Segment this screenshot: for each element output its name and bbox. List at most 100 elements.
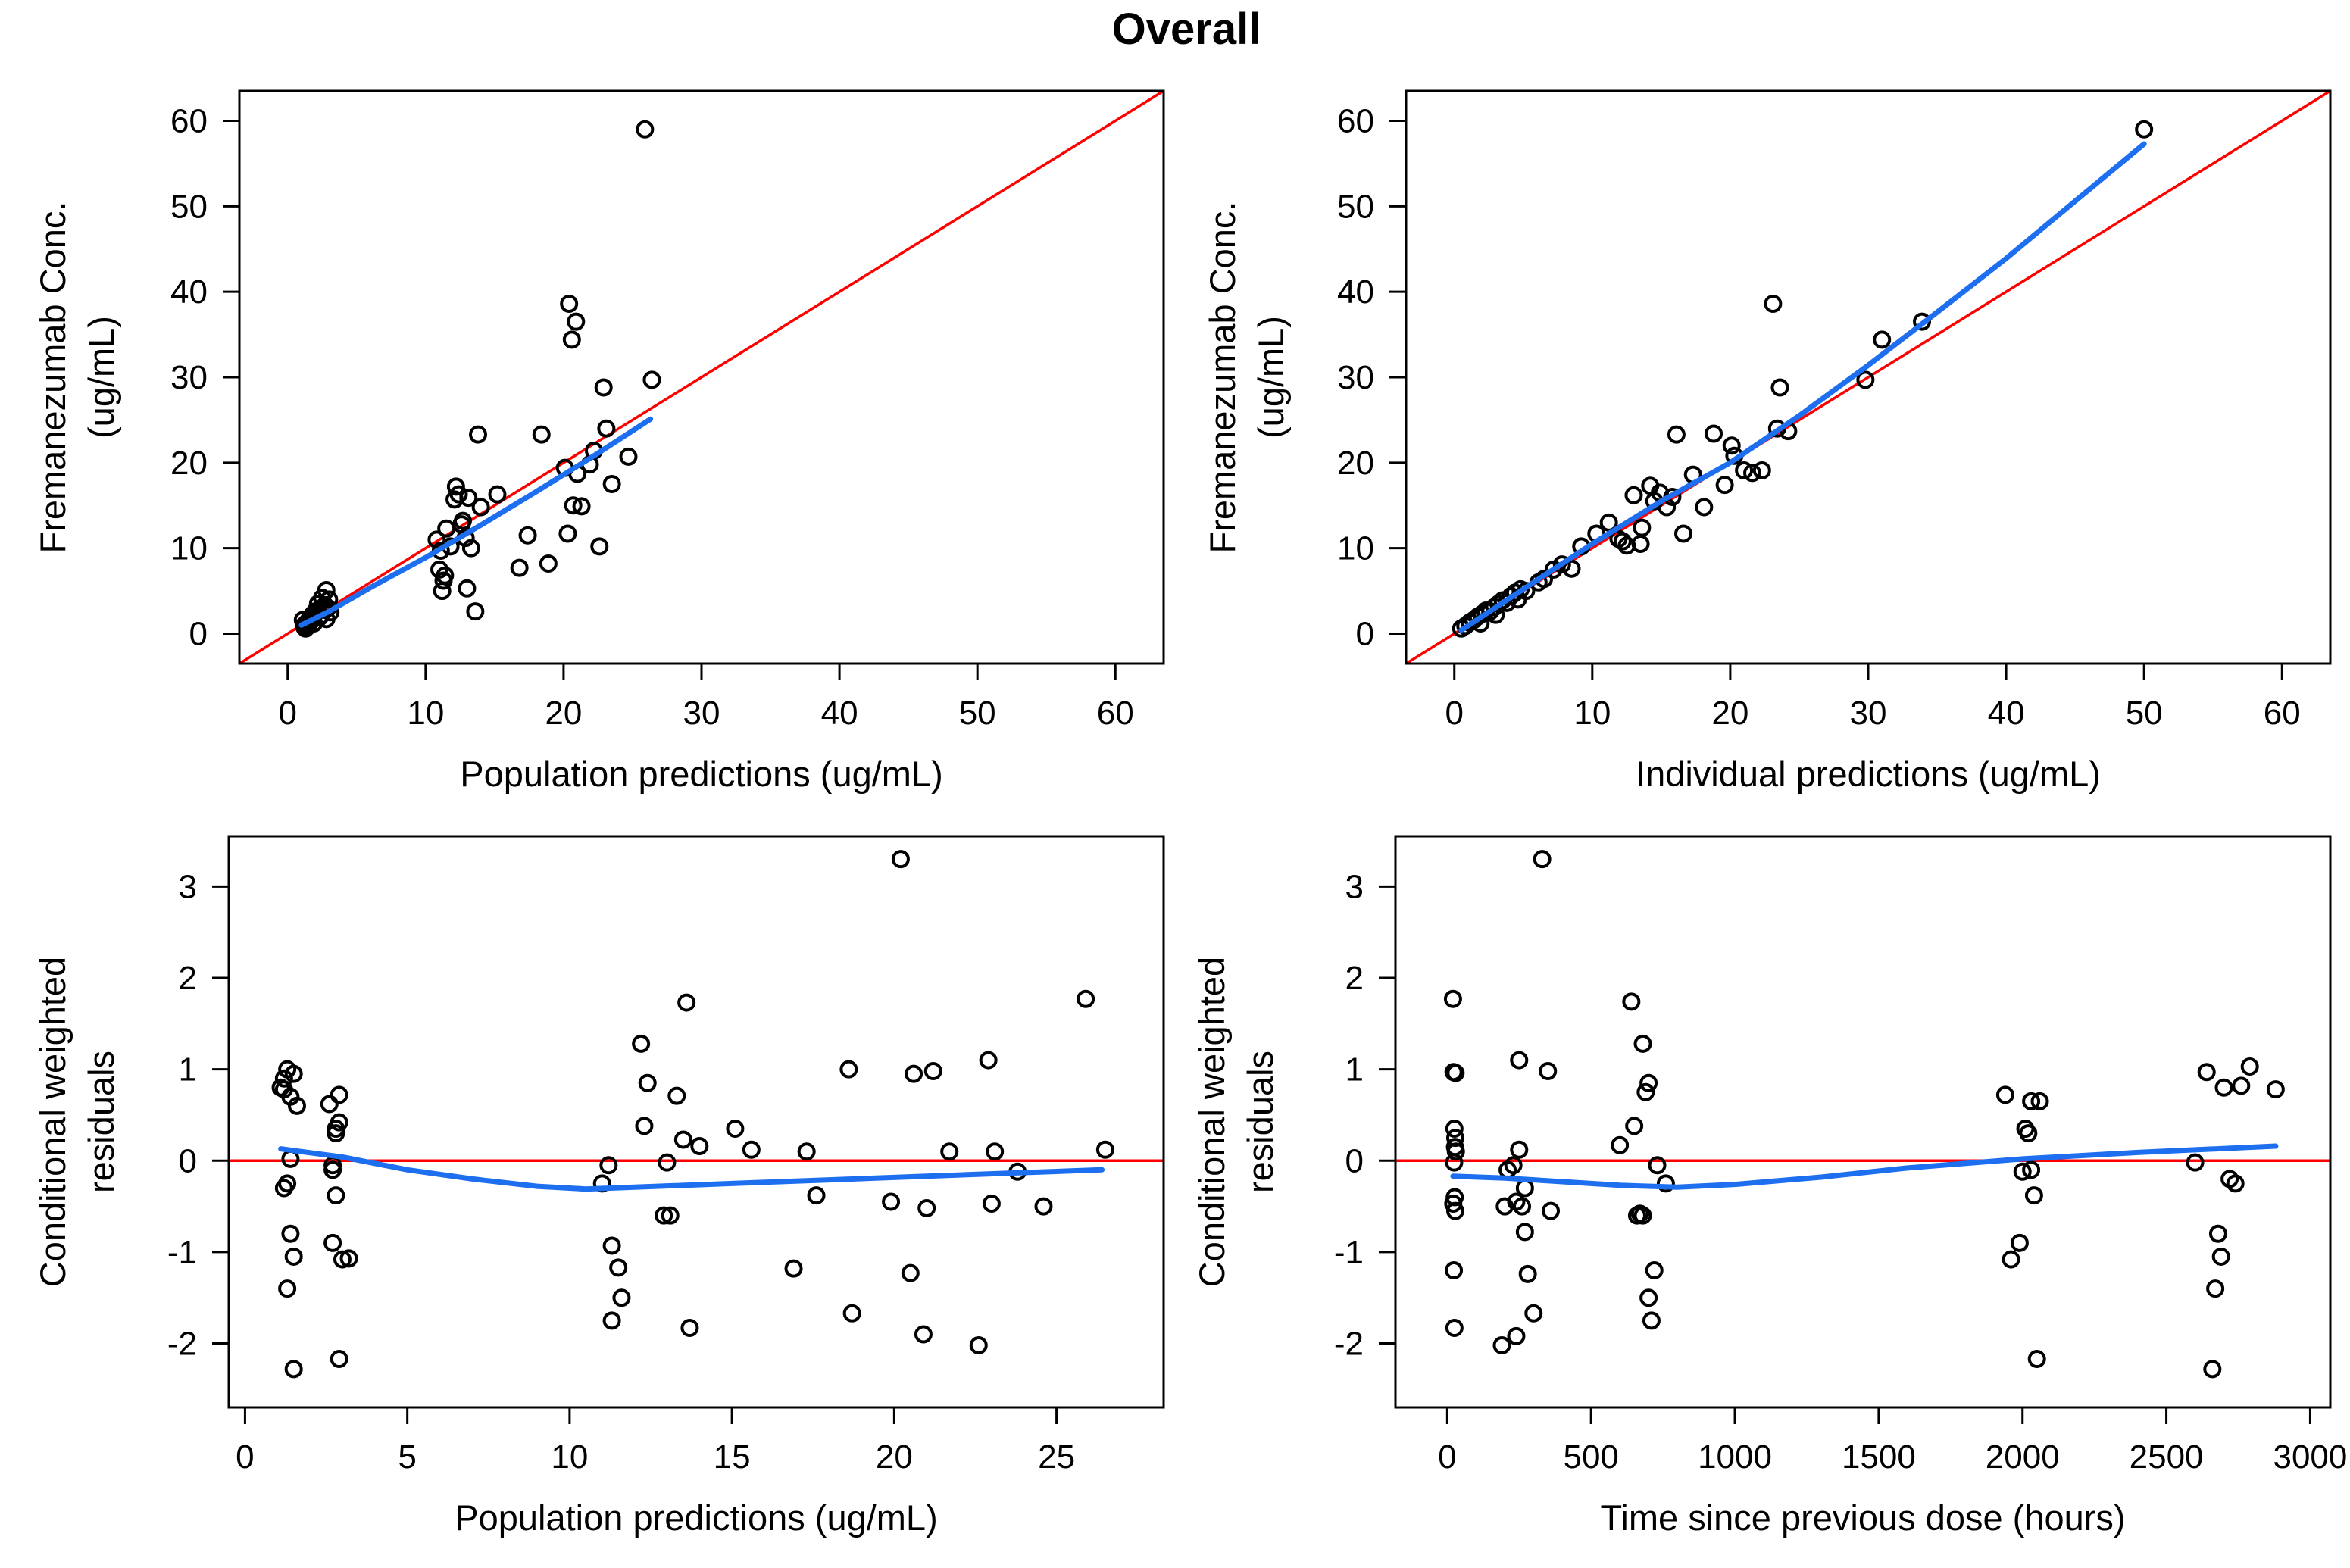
data-point [632,1034,651,1053]
data-point [284,1360,303,1379]
data-point [284,1247,303,1266]
y-tick-label: 20 [170,445,208,482]
x-tick-label: 20 [1711,695,1748,732]
data-point [1539,1062,1558,1081]
y-tick-label: 60 [1337,102,1374,139]
data-point [1446,1064,1465,1082]
x-tick-label: 30 [1850,695,1887,732]
data-point [673,1130,692,1149]
data-point [560,294,579,313]
y-tick-label: 60 [170,102,208,139]
data-point [1518,1264,1537,1283]
data-point [612,1288,631,1307]
data-point [609,1258,628,1277]
data-point [2226,1174,2245,1193]
y-tick-label: 2 [179,960,197,997]
data-point [459,489,478,508]
data-point [1622,992,1641,1011]
data-point [842,1304,861,1323]
data-point [274,1069,293,1088]
identity-reference-line [1406,91,2330,664]
y-tick-label: 1 [179,1051,197,1089]
data-point [327,1186,345,1205]
data-point [1443,989,1462,1008]
data-point [986,1142,1005,1161]
data-point [2022,1092,2041,1110]
data-point [602,1311,621,1330]
x-tick-label: 15 [714,1438,751,1476]
data-point [655,1206,673,1225]
data-point [797,1142,816,1161]
x-tick-label: 1000 [1698,1438,1772,1476]
y-tick-label: 40 [1337,273,1374,311]
data-point [2214,1078,2233,1097]
data-point [1515,1223,1534,1242]
data-point [1495,1197,1514,1216]
y-tick-label: 0 [189,616,208,653]
y-axis-title: residuals [1240,1051,1280,1193]
data-point [905,1064,923,1083]
y-tick-label: 30 [1337,359,1374,396]
data-points [1443,850,2285,1379]
data-point [2030,1092,2049,1110]
data-point [1633,1206,1652,1225]
y-axis-title: (ug/mL) [81,316,121,439]
x-tick-label: 50 [2126,695,2163,732]
data-point [458,579,477,598]
x-axis-title: Population predictions (ug/mL) [455,1498,937,1538]
data-point [923,1062,942,1081]
data-point [2197,1063,2216,1082]
data-point [539,554,558,573]
data-point [680,1319,699,1338]
data-point [466,602,485,621]
data-point [1445,1120,1464,1139]
data-point [287,1096,306,1115]
y-tick-label: 20 [1337,445,1374,482]
y-tick-label: -1 [167,1234,197,1271]
y-tick-label: 50 [1337,188,1374,225]
data-point [597,419,616,438]
data-point [1674,524,1692,543]
data-point [1735,461,1754,479]
data-point [1722,436,1741,455]
data-points [271,850,1114,1379]
data-point [278,1279,297,1298]
x-tick-label: 10 [407,695,444,732]
x-tick-label: 60 [2264,695,2301,732]
data-point [1695,498,1714,517]
data-point [2232,1076,2251,1095]
y-tick-label: 0 [1345,1142,1364,1179]
x-tick-label: 2500 [2130,1438,2204,1476]
x-tick-label: 40 [1988,695,2025,732]
data-point [1639,1288,1658,1307]
data-point [1034,1197,1053,1216]
y-tick-label: -2 [1334,1326,1364,1363]
data-point [1552,555,1571,574]
data-point [281,1149,300,1168]
data-point [1633,518,1652,537]
data-point [599,1156,618,1175]
data-point [330,1113,348,1132]
data-point [726,1120,745,1139]
x-tick-label: 60 [1097,695,1134,732]
data-point [1636,1082,1655,1101]
x-tick-label: 10 [551,1438,588,1476]
data-point [510,558,529,577]
data-point [638,1073,657,1092]
data-point [1642,1311,1661,1330]
data-point [562,330,581,349]
data-point [1633,1034,1652,1053]
data-point [2019,1124,2038,1143]
smooth-trend-line [1450,1143,2279,1190]
data-point [1445,1153,1464,1172]
plot-frame [227,835,1165,1409]
y-tick-label: -1 [1334,1234,1364,1271]
data-point [1873,330,1892,349]
x-tick-label: 25 [1038,1438,1075,1476]
y-tick-label: 0 [1356,616,1374,653]
x-tick-label: 2000 [1986,1438,2060,1476]
data-point [940,1142,959,1161]
data-point [1715,476,1734,495]
x-axis-title: Time since previous dose (hours) [1600,1498,2125,1538]
